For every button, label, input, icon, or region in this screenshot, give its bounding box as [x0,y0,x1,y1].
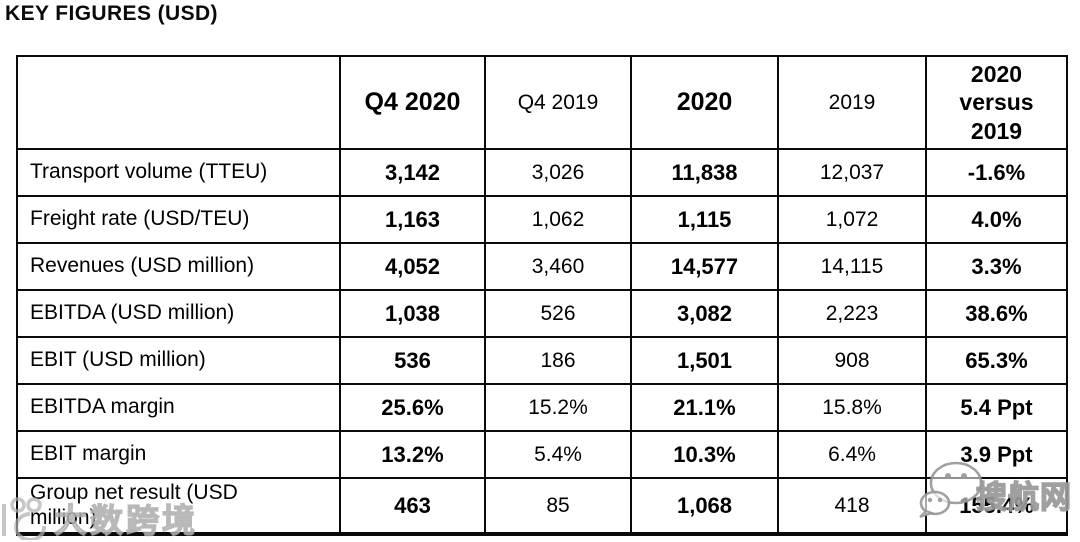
table-cell: 11,838 [630,148,779,197]
table-cell: 155.4% [925,477,1068,536]
row-label: EBIT (USD million) [16,336,341,385]
row-label: Group net result (USD million) [16,477,341,536]
column-header-q4-2020: Q4 2020 [339,55,486,150]
row-label: EBIT margin [16,430,341,479]
table-cell: 526 [484,289,632,338]
table-cell: 3.9 Ppt [925,430,1068,479]
table-cell: 1,072 [777,195,927,244]
table-cell: 1,038 [339,289,486,338]
table-cell: 2,223 [777,289,927,338]
table-row-freight-rate: Freight rate (USD/TEU) 1,163 1,062 1,115… [16,195,1068,244]
table-cell: 5.4% [484,430,632,479]
table-cell: 6.4% [777,430,927,479]
table-cell: 10.3% [630,430,779,479]
table-cell: 3,142 [339,148,486,197]
column-header-q4-2019: Q4 2019 [484,55,632,150]
table-cell: 65.3% [925,336,1068,385]
table-cell: 1,062 [484,195,632,244]
table-cell: 3,082 [630,289,779,338]
table-cell: 418 [777,477,927,536]
row-label: EBITDA margin [16,383,341,432]
table-cell: 3,460 [484,242,632,291]
table-row-ebitda: EBITDA (USD million) 1,038 526 3,082 2,2… [16,289,1068,338]
key-figures-table: Q4 2020 Q4 2019 2020 2019 2020 versus 20… [16,55,1068,536]
table-cell: 13.2% [339,430,486,479]
table-cell: 3,026 [484,148,632,197]
table-cell: 12,037 [777,148,927,197]
table-cell: 4,052 [339,242,486,291]
table-cell: 1,163 [339,195,486,244]
table-cell: 15.8% [777,383,927,432]
table-cell: 1,501 [630,336,779,385]
column-header-text: Q4 2019 [517,90,599,114]
column-header-text: Q4 2020 [364,88,461,116]
table-cell: 908 [777,336,927,385]
table-row-group-net-result: Group net result (USD million) 463 85 1,… [16,477,1068,536]
row-label: Freight rate (USD/TEU) [16,195,341,244]
table-cell: 1,068 [630,477,779,536]
row-label: Transport volume (TTEU) [16,148,341,197]
row-label: Revenues (USD million) [16,242,341,291]
column-header-2020-versus-2019: 2020 versus 2019 [925,55,1068,150]
column-header-text: 2020 versus 2019 [959,61,1034,144]
table-cell: 14,115 [777,242,927,291]
table-cell: 38.6% [925,289,1068,338]
table-cell: 463 [339,477,486,536]
row-label-text: Group net result (USD million) [30,481,238,529]
table-cell: 4.0% [925,195,1068,244]
column-header-2020: 2020 [630,55,779,150]
table-cell: 1,115 [630,195,779,244]
table-cell: -1.6% [925,148,1068,197]
table-cell: 15.2% [484,383,632,432]
table-cell: 85 [484,477,632,536]
header-empty-cell [16,55,341,150]
table-cell: 21.1% [630,383,779,432]
page-title: KEY FIGURES (USD) [5,2,218,25]
table-row-revenues: Revenues (USD million) 4,052 3,460 14,57… [16,242,1068,291]
row-label: EBITDA (USD million) [16,289,341,338]
table-cell: 3.3% [925,242,1068,291]
table-cell: 186 [484,336,632,385]
column-header-text: 2019 [828,90,876,114]
column-header-2019: 2019 [777,55,927,150]
table-cell: 5.4 Ppt [925,383,1068,432]
table-row-ebit-margin: EBIT margin 13.2% 5.4% 10.3% 6.4% 3.9 Pp… [16,430,1068,479]
table-row-transport-volume: Transport volume (TTEU) 3,142 3,026 11,8… [16,148,1068,197]
table-cell: 25.6% [339,383,486,432]
table-row-ebit: EBIT (USD million) 536 186 1,501 908 65.… [16,336,1068,385]
column-header-text: 2020 [676,88,733,116]
table-row-ebitda-margin: EBITDA margin 25.6% 15.2% 21.1% 15.8% 5.… [16,383,1068,432]
table-cell: 536 [339,336,486,385]
table-cell: 14,577 [630,242,779,291]
table-header-row: Q4 2020 Q4 2019 2020 2019 2020 versus 20… [16,55,1068,150]
